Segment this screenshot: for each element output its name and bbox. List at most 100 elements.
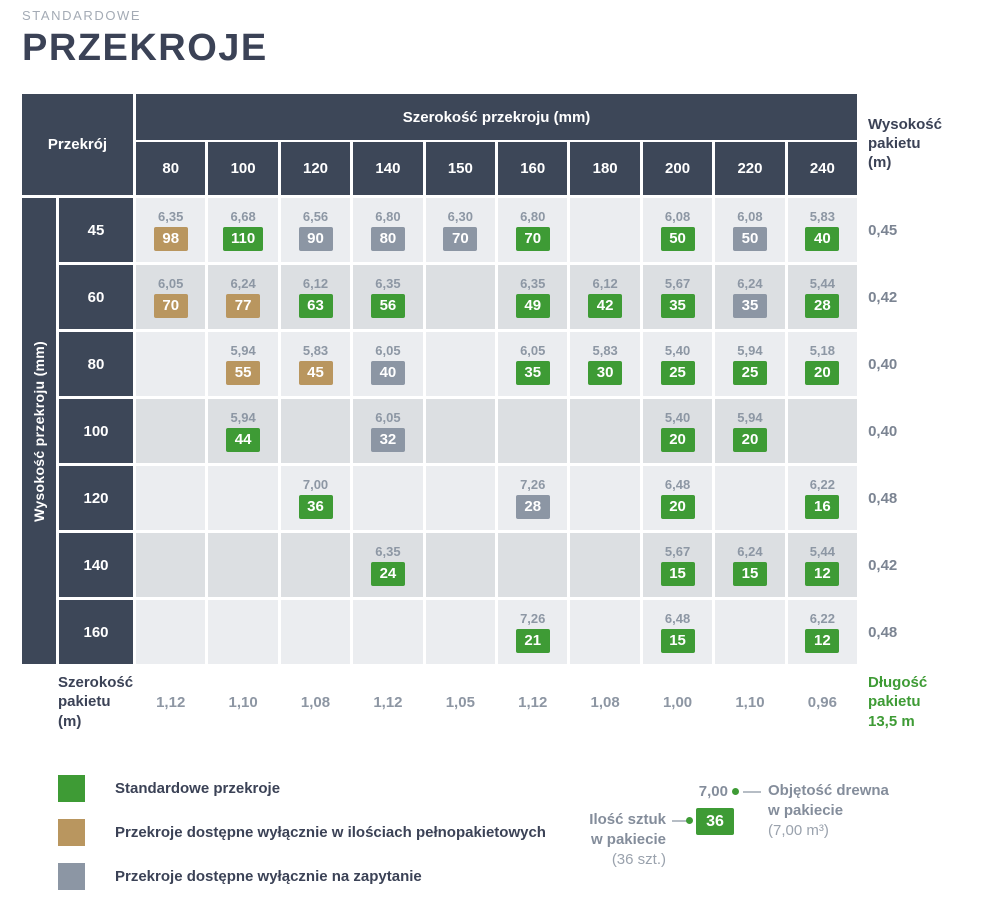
column-header-180: 180	[570, 142, 640, 195]
cell-count-badge-gray: 40	[370, 360, 405, 386]
data-cell-140x150	[425, 533, 496, 597]
column-header-group: Szerokość przekroju (mm) 80 100 120 140 150 1…	[136, 94, 858, 195]
cell-count-badge-green: 110	[223, 226, 264, 252]
row-label-100: 100	[59, 399, 133, 463]
data-cell-100x220: 5,94 20	[715, 399, 785, 463]
column-header-160: 160	[498, 142, 568, 195]
data-cell-80x180: 5,83 30	[570, 332, 640, 396]
cell-volume: 6,56	[302, 208, 329, 224]
column-header-240: 240	[787, 142, 858, 195]
callout-dot-icon	[686, 817, 693, 824]
cell-count-badge-green: 40	[805, 226, 840, 252]
cell-volume: 6,08	[664, 208, 691, 224]
data-cell-160x180	[570, 600, 640, 664]
cell-count-badge-green: 16	[805, 494, 840, 520]
cell-count-badge-green: 24	[370, 561, 405, 587]
data-cell-45x220: 6,08 50	[715, 198, 785, 262]
data-cell-80x200: 5,40 25	[642, 332, 713, 396]
data-cell-80x240: 5,18 20	[787, 332, 858, 396]
cell-count-badge-green: 49	[515, 293, 550, 319]
column-header-200: 200	[642, 142, 713, 195]
data-cell-160x160: 7,26 21	[498, 600, 568, 664]
data-cell-140x220: 6,24 15	[715, 533, 785, 597]
data-cell-160x100	[208, 600, 278, 664]
package-width-value: 0,96	[807, 693, 837, 711]
data-cell-140x180	[570, 533, 640, 597]
column-header-150: 150	[425, 142, 496, 195]
cell-count-badge-green: 30	[588, 360, 623, 386]
cell-count-badge-gray: 90	[298, 226, 333, 252]
package-width-value: 1,10	[228, 693, 258, 711]
data-cell-120x240: 6,22 16	[787, 466, 858, 530]
legend-label: Standardowe przekroje	[115, 780, 281, 797]
cell-count-badge-green: 63	[298, 293, 333, 319]
table-row-160: 160 7,26 21 6,48 15 6,22 12 0,48	[59, 600, 961, 664]
table-rows: 45 6,35 98 6,68 110 6,56 90 6,80 80 6,30 70 6,80 70 6…	[59, 198, 961, 664]
data-cell-160x150	[425, 600, 496, 664]
table-row-45: 45 6,35 98 6,68 110 6,56 90 6,80 80 6,30 70 6,80 70 6…	[59, 198, 961, 262]
data-cell-120x160: 7,26 28	[498, 466, 568, 530]
column-header-100: 100	[208, 142, 278, 195]
data-cell-60x150	[425, 265, 496, 329]
cell-count-badge-green: 15	[732, 561, 767, 587]
cell-volume: 5,44	[809, 275, 836, 291]
cell-volume: 7,26	[520, 610, 546, 626]
data-cell-120x140	[353, 466, 423, 530]
cell-count-badge-green: 15	[660, 561, 695, 587]
package-length-label: Długość pakietu 13,5 m	[868, 673, 928, 730]
cell-volume: 5,94	[230, 342, 256, 358]
callout-dot-icon	[732, 788, 739, 795]
legend-swatch-tan	[58, 819, 85, 846]
row-label-45: 45	[59, 198, 133, 262]
cell-count-badge-green: 12	[805, 561, 840, 587]
package-width-value: 1,00	[662, 693, 693, 711]
data-cell-120x220	[715, 466, 785, 530]
package-height-value: 0,42	[860, 533, 961, 597]
callout-count-label-line2: w pakiecie	[590, 831, 666, 848]
data-cell-45x200: 6,08 50	[642, 198, 713, 262]
legend: Standardowe przekroje Przekroje dostępne …	[58, 775, 546, 890]
package-height-value: 0,42	[860, 265, 961, 329]
data-cell-100x200: 5,40 20	[642, 399, 713, 463]
data-cell-100x100: 5,94 44	[208, 399, 278, 463]
cell-volume: 5,40	[664, 409, 691, 425]
data-cell-60x180: 6,12 42	[570, 265, 640, 329]
data-cell-80x140: 6,05 40	[353, 332, 423, 396]
data-cell-60x100: 6,24 77	[208, 265, 278, 329]
legend-item-tan: Przekroje dostępne wyłącznie w ilościach…	[58, 819, 546, 846]
package-callout: 7,00 Objętość drewna w pakiecie (7,00 m³…	[588, 781, 960, 881]
package-width-value: 1,08	[300, 693, 331, 711]
page-title: PRZEKROJE	[22, 27, 268, 69]
package-height-value: 0,48	[860, 466, 961, 530]
cell-volume: 5,94	[737, 409, 763, 425]
cell-volume: 5,83	[302, 342, 329, 358]
data-cell-60x140: 6,35 56	[353, 265, 423, 329]
cell-count-badge-green: 35	[515, 360, 550, 386]
corner-header: Przekrój	[22, 94, 133, 195]
table-row-100: 100 5,94 44 6,05 32 5,40 20 5,94 20 0,40	[59, 399, 961, 463]
callout-connector-line	[743, 791, 761, 793]
cell-volume: 5,18	[809, 342, 836, 358]
row-label-120: 120	[59, 466, 133, 530]
data-cell-45x140: 6,80 80	[353, 198, 423, 262]
data-cell-60x160: 6,35 49	[498, 265, 568, 329]
table-row-80: 80 5,94 55 5,83 45 6,05 40 6,05 35 5,83 30 5,40 25 5,…	[59, 332, 961, 396]
cell-count-badge-green: 20	[660, 494, 695, 520]
cell-volume: 6,35	[375, 543, 401, 559]
data-cell-120x200: 6,48 20	[642, 466, 713, 530]
table-body: Wysokość przekroju (mm) 45 6,35 98 6,68 110 6…	[22, 198, 961, 664]
cell-count-badge-green: 20	[732, 427, 767, 453]
callout-count-label-line1: Ilość sztuk	[589, 811, 666, 828]
package-width-label: Szerokość pakietu (m)	[58, 673, 134, 730]
cell-count-badge-green: 56	[370, 293, 405, 319]
cell-volume: 6,05	[375, 409, 401, 425]
cell-count-badge-green: 15	[660, 628, 695, 654]
cell-count-badge-green: 42	[588, 293, 623, 319]
cell-volume: 5,94	[230, 409, 256, 425]
data-cell-45x160: 6,80 70	[498, 198, 568, 262]
cell-count-badge-gray: 32	[370, 427, 405, 453]
data-cell-80x150	[425, 332, 496, 396]
data-cell-80x220: 5,94 25	[715, 332, 785, 396]
cell-count-badge-tan: 98	[153, 226, 188, 252]
